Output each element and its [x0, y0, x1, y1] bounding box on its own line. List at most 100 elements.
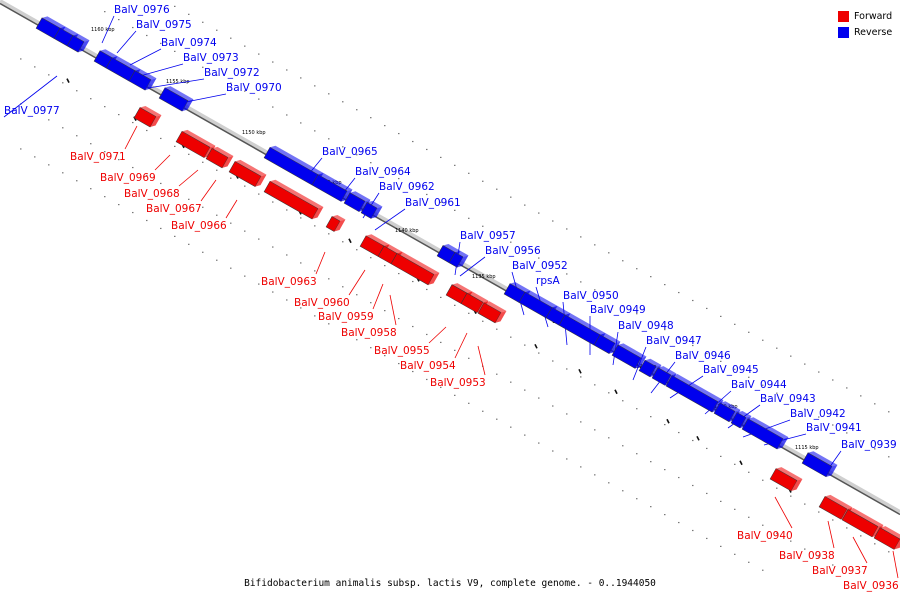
- legend-reverse: Reverse: [838, 24, 892, 40]
- gene-side-face: [255, 174, 267, 187]
- grid-dot: [538, 257, 540, 259]
- grid-dot: [104, 151, 106, 153]
- grid-dot: [34, 156, 36, 158]
- grid-dot: [706, 307, 708, 310]
- gene-top-face: [165, 86, 194, 101]
- grid-dot: [412, 325, 414, 328]
- gene-balv-0947: [611, 343, 647, 369]
- grid-dot: [622, 490, 624, 492]
- grid-dot: [790, 400, 792, 402]
- gene-side-face: [495, 310, 507, 323]
- leader-line: [178, 169, 199, 187]
- grid-dot: [314, 130, 316, 132]
- grid-dot: [706, 492, 708, 495]
- grid-dot: [314, 225, 316, 227]
- gene-top-face: [484, 301, 507, 313]
- gene-side-face: [334, 219, 346, 232]
- grid-dot: [258, 53, 260, 55]
- gene-label-balv-0959: BalV_0959: [318, 311, 374, 323]
- gene-top-face: [600, 333, 621, 344]
- grid-dot: [496, 188, 498, 190]
- scale-label: 1140 kbp: [395, 228, 419, 234]
- gene-label-balv-0936: BalV_0936: [843, 580, 899, 592]
- grid-dot: [300, 262, 302, 264]
- grid-dot: [608, 482, 610, 484]
- grid-dot: [832, 564, 834, 566]
- scale-tick: [739, 460, 743, 466]
- grid-dot: [664, 424, 666, 426]
- leader-line: [185, 93, 227, 103]
- grid-dot: [90, 188, 92, 190]
- grid-dot: [804, 503, 806, 505]
- gene-body: [360, 202, 378, 219]
- grid-dot: [104, 106, 106, 108]
- grid-dot: [804, 363, 806, 365]
- grid-dot: [748, 516, 750, 518]
- grid-dot: [230, 82, 232, 84]
- grid-dot: [286, 254, 288, 256]
- grid-dot: [888, 551, 890, 553]
- grid-dot: [132, 166, 134, 169]
- gene-label-balv-0957: BalV_0957: [460, 230, 516, 242]
- grid-dot: [412, 280, 414, 283]
- scale-tick: [348, 238, 352, 244]
- genome-caption: Bifidobacterium animalis subsp. lactis V…: [244, 578, 656, 589]
- grid-dot: [692, 344, 694, 347]
- grid-dot: [720, 315, 722, 317]
- grid-dot: [384, 125, 386, 127]
- grid-dot: [636, 408, 638, 410]
- gene-top-face: [235, 159, 267, 177]
- grid-dot: [468, 172, 470, 174]
- gene-top-face: [510, 282, 531, 293]
- grid-dot: [454, 349, 456, 351]
- grid-dot: [146, 34, 148, 37]
- gene-label-balv-0956: BalV_0956: [485, 245, 541, 257]
- gene-label-balv-0969: BalV_0969: [100, 172, 156, 184]
- grid-dot: [762, 569, 764, 571]
- gene-body: [133, 107, 157, 128]
- leader-line: [116, 30, 137, 54]
- grid-dot: [538, 212, 540, 214]
- gene-body: [638, 359, 657, 378]
- grid-dot: [734, 553, 736, 555]
- gene-body: [128, 70, 152, 91]
- grid-dot: [678, 336, 680, 339]
- grid-dot: [636, 453, 638, 455]
- grid-dot: [818, 556, 820, 558]
- grid-dot: [720, 455, 722, 457]
- grid-dot: [734, 368, 736, 370]
- grid-dot: [356, 294, 358, 296]
- grid-dot: [552, 450, 554, 452]
- grid-dot: [356, 154, 358, 156]
- scale-tick: [666, 418, 670, 424]
- grid-dot: [468, 357, 470, 359]
- grid-dot: [370, 302, 372, 304]
- gene-label-balv-0947: BalV_0947: [646, 335, 702, 347]
- grid-dot: [510, 241, 512, 243]
- gene-labels: BalV_0976 BalV_0975 BalV_0974 BalV_0973 BalV…: [4, 4, 899, 592]
- grid-dot: [230, 267, 232, 269]
- gene-body: [730, 412, 747, 429]
- grid-dot: [258, 193, 260, 195]
- grid-dot: [20, 148, 22, 150]
- grid-dot: [412, 185, 414, 188]
- grid-dot: [384, 310, 386, 312]
- leader-line: [200, 179, 217, 202]
- gene-top-face: [60, 26, 79, 36]
- grid-dot: [720, 500, 722, 502]
- gene-top-face: [618, 343, 647, 358]
- grid-dot: [748, 331, 750, 333]
- gene-label-balv-0977: BalV_0977: [4, 105, 60, 117]
- grid-dot: [664, 329, 666, 331]
- gene-label-balv-0954: BalV_0954: [400, 360, 456, 372]
- gene-top-face: [332, 214, 346, 222]
- grid-dot: [146, 129, 148, 132]
- grid-dot: [888, 456, 890, 458]
- gene-side-face: [150, 115, 162, 128]
- grid-dot: [706, 537, 708, 540]
- gene-side-face: [312, 207, 324, 219]
- grid-dot: [706, 352, 708, 355]
- gene-side-face: [371, 206, 383, 219]
- grid-dot: [594, 384, 596, 386]
- gene-label-balv-0971: BalV_0971: [70, 151, 126, 163]
